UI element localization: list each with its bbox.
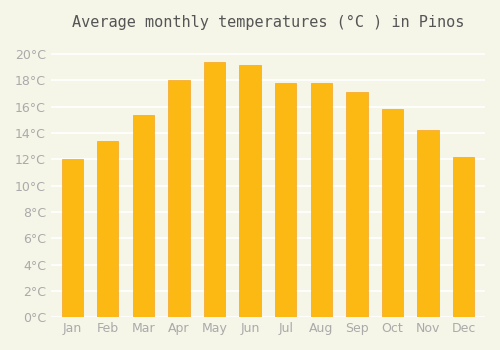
Bar <box>240 65 261 317</box>
Bar <box>275 83 296 317</box>
Bar <box>346 92 368 317</box>
Bar <box>453 157 474 317</box>
Bar <box>132 114 154 317</box>
Bar <box>310 83 332 317</box>
Bar <box>62 159 83 317</box>
Title: Average monthly temperatures (°C ) in Pinos: Average monthly temperatures (°C ) in Pi… <box>72 15 464 30</box>
Bar <box>97 141 118 317</box>
Bar <box>382 109 403 317</box>
Bar <box>204 62 225 317</box>
Bar <box>168 80 190 317</box>
Bar <box>418 130 438 317</box>
